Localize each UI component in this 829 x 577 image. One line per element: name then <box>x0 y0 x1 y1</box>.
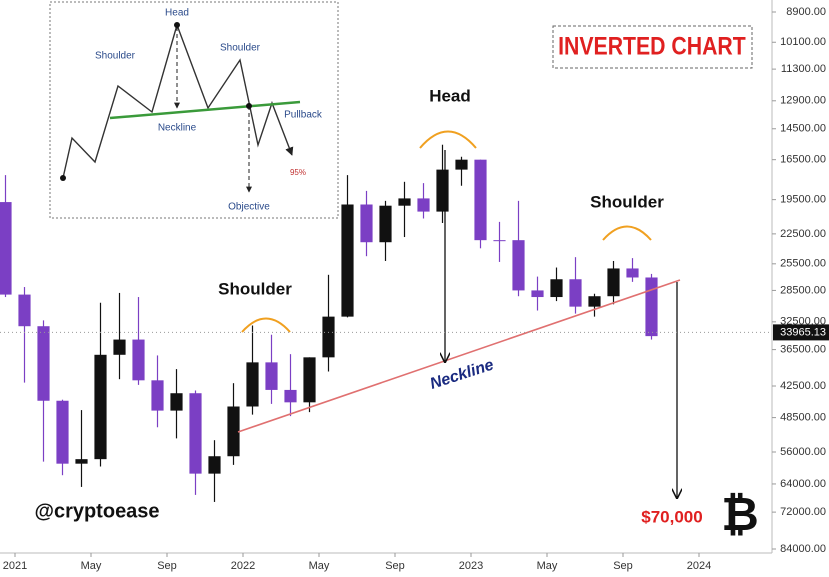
candle-body <box>322 316 335 358</box>
inset-head: Head <box>165 8 189 19</box>
y-tick-label: 8900.00 <box>786 6 826 18</box>
y-tick-label: 36500.00 <box>780 344 826 356</box>
neckline <box>237 279 681 433</box>
candle-body <box>94 354 107 460</box>
candle-body <box>227 406 240 457</box>
y-tick-label: 72000.00 <box>780 506 826 518</box>
inset-neckline-label: Neckline <box>158 123 197 134</box>
y-tick-label: 42500.00 <box>780 380 826 392</box>
candle-body <box>493 240 506 242</box>
candle-body <box>284 389 297 403</box>
bitcoin-logo: ₿ <box>721 488 759 540</box>
title-box <box>552 25 753 69</box>
inset-shoulder: Shoulder <box>220 43 261 54</box>
candle-body <box>56 400 69 464</box>
y-tick-label: 12900.00 <box>780 95 826 107</box>
x-tick-label: 2021 <box>3 560 27 572</box>
candle-body <box>246 362 259 407</box>
y-tick-label: 16500.00 <box>780 154 826 166</box>
candle-body <box>208 456 221 474</box>
y-tick-label: 10100.00 <box>780 36 826 48</box>
candle-body <box>265 362 278 390</box>
candle-body <box>550 279 563 298</box>
x-tick-label: 2022 <box>231 560 255 572</box>
inset-percent: 95% <box>290 168 306 177</box>
y-tick-label: 11300.00 <box>781 63 826 75</box>
candle-body <box>474 159 487 241</box>
inset-pullback: Pullback <box>284 110 323 121</box>
candle-body <box>341 204 354 317</box>
x-tick-label: 2024 <box>687 560 711 572</box>
candle-body <box>170 393 183 411</box>
candle-body <box>436 169 449 212</box>
candle-body <box>645 277 658 337</box>
candle-body <box>512 240 525 291</box>
candle-body <box>607 268 620 297</box>
candle-body <box>132 339 145 381</box>
candle-body <box>113 339 126 355</box>
x-tick-label: 2023 <box>459 560 483 572</box>
x-tick-label: Sep <box>385 560 405 572</box>
x-tick-label: May <box>309 560 330 572</box>
candle-body <box>303 357 316 403</box>
y-tick-label: 84000.00 <box>780 543 826 555</box>
shoulder-label: Shoulder <box>218 279 292 298</box>
shoulder-arc <box>602 225 652 241</box>
x-tick-label: Sep <box>613 560 633 572</box>
inset-dot <box>174 22 180 28</box>
inset-shoulder: Shoulder <box>95 51 136 62</box>
x-tick-label: May <box>81 560 102 572</box>
candle-body <box>626 268 639 278</box>
y-tick-label: 48500.00 <box>780 412 826 424</box>
x-tick-label: May <box>537 560 558 572</box>
candle-body <box>189 393 202 474</box>
inset-diagram: Head Shoulder Shoulder Neckline Pullback… <box>49 1 339 219</box>
y-tick-label: 28500.00 <box>780 284 826 296</box>
candle-body <box>360 204 373 243</box>
head-label: Head <box>429 86 471 105</box>
y-tick-label: 14500.00 <box>780 123 826 135</box>
handle: @cryptoease <box>34 500 159 522</box>
y-tick-label: 22500.00 <box>780 228 826 240</box>
candle-body <box>75 459 88 464</box>
candle-body <box>37 326 50 401</box>
shoulder-label: Shoulder <box>590 192 664 211</box>
shoulder-arc <box>241 317 291 333</box>
inset-dot <box>246 103 252 109</box>
candle-body <box>151 380 164 411</box>
last-price-label: 33965.13 <box>780 326 826 338</box>
candle-body <box>379 205 392 243</box>
candle-body <box>398 198 411 206</box>
chart-title: INVERTED CHART <box>558 32 746 60</box>
inset-neckline <box>109 100 301 120</box>
y-tick-label: 19500.00 <box>780 194 826 206</box>
candle-body <box>18 294 31 327</box>
candle-body <box>417 198 430 212</box>
candle-body <box>569 279 582 307</box>
inset-objective: Objective <box>228 202 270 213</box>
head-arc <box>419 130 477 149</box>
target-label: $70,000 <box>641 507 702 526</box>
candle-body <box>455 159 468 170</box>
inset-dot <box>60 175 66 181</box>
candle-body <box>531 290 544 298</box>
candles <box>0 144 658 502</box>
y-tick-label: 64000.00 <box>780 478 826 490</box>
y-tick-label: 56000.00 <box>780 446 826 458</box>
x-tick-label: Sep <box>157 560 177 572</box>
y-tick-label: 25500.00 <box>780 258 826 270</box>
candle-body <box>588 296 601 307</box>
neckline-label: Neckline <box>428 356 496 393</box>
candle-body <box>0 202 12 295</box>
last-price-tag <box>773 324 829 341</box>
